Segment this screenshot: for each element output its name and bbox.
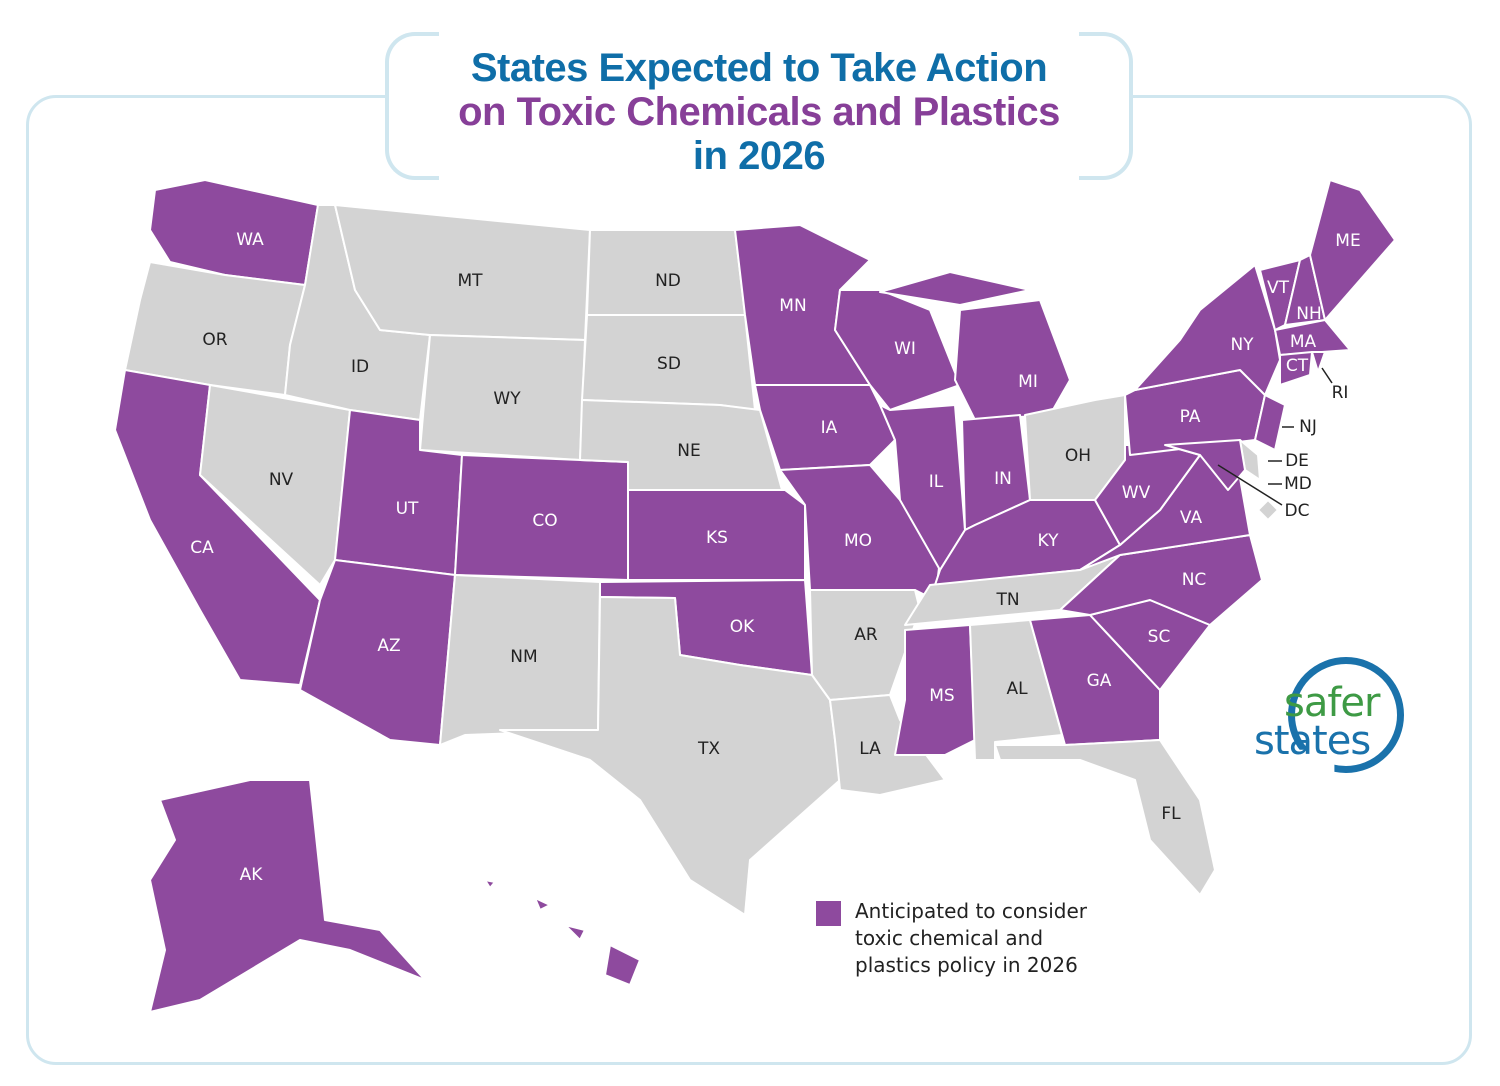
- state-label-me: ME: [1335, 231, 1360, 251]
- state-label-nm: NM: [510, 647, 537, 667]
- title-line-2: on Toxic Chemicals and Plastics: [458, 90, 1060, 134]
- state-label-ks: KS: [706, 528, 728, 548]
- state-label-wa: WA: [236, 230, 264, 250]
- state-label-ca: CA: [190, 538, 214, 558]
- state-ri[interactable]: [1311, 351, 1326, 373]
- state-label-ut: UT: [396, 499, 419, 519]
- state-label-nv: NV: [269, 470, 294, 490]
- state-label-ri: RI: [1332, 383, 1349, 403]
- logo-word-safer: safer: [1284, 680, 1380, 726]
- state-label-pa: PA: [1180, 407, 1201, 427]
- title-box: States Expected to Take Action on Toxic …: [385, 32, 1133, 180]
- state-label-de: DE: [1285, 451, 1309, 471]
- title-bracket-right: [1079, 32, 1133, 180]
- state-nv[interactable]: [199, 384, 351, 586]
- state-ct[interactable]: [1279, 351, 1313, 386]
- state-label-mn: MN: [779, 296, 806, 316]
- state-label-tx: TX: [697, 739, 720, 759]
- state-label-wv: WV: [1122, 483, 1151, 503]
- state-label-ny: NY: [1230, 335, 1254, 355]
- state-la[interactable]: [829, 694, 946, 796]
- state-label-oh: OH: [1065, 446, 1091, 466]
- state-label-ga: GA: [1087, 671, 1112, 691]
- state-hi[interactable]: [564, 924, 586, 941]
- state-label-nd: ND: [655, 271, 681, 291]
- state-hi[interactable]: [534, 897, 551, 911]
- logo-word-states: states: [1254, 718, 1371, 764]
- state-label-wi: WI: [894, 339, 916, 359]
- state-label-id: ID: [351, 357, 369, 377]
- state-label-mt: MT: [457, 271, 483, 291]
- leader-line-ri: [1321, 367, 1333, 384]
- leader-line-dc: [1217, 464, 1283, 506]
- legend: Anticipated to consider toxic chemical a…: [816, 898, 1115, 979]
- state-label-md: MD: [1284, 474, 1312, 494]
- state-mi[interactable]: [879, 271, 1031, 306]
- state-ga[interactable]: [1029, 614, 1161, 746]
- state-label-wy: WY: [493, 389, 521, 409]
- state-label-sd: SD: [657, 354, 681, 374]
- state-ak[interactable]: [149, 779, 426, 1013]
- state-label-hi: HI: [578, 955, 596, 975]
- state-mi[interactable]: [954, 299, 1071, 421]
- state-label-ma: MA: [1290, 332, 1317, 352]
- state-md[interactable]: [1164, 439, 1246, 491]
- state-label-nh: NH: [1296, 304, 1322, 324]
- state-label-ct: CT: [1286, 356, 1309, 376]
- state-nj[interactable]: [1254, 394, 1286, 451]
- state-label-in: IN: [994, 469, 1012, 489]
- state-label-mi: MI: [1018, 372, 1038, 392]
- state-label-ok: OK: [730, 617, 755, 637]
- state-label-al: AL: [1006, 679, 1028, 699]
- state-label-co: CO: [532, 511, 557, 531]
- state-label-az: AZ: [377, 636, 400, 656]
- legend-swatch: [816, 901, 841, 926]
- state-ma[interactable]: [1274, 319, 1351, 356]
- title-bracket-left: [385, 32, 439, 180]
- title-line-1: States Expected to Take Action: [470, 46, 1048, 90]
- state-label-ar: AR: [854, 625, 878, 645]
- state-label-or: OR: [202, 330, 227, 350]
- state-hi[interactable]: [604, 944, 641, 986]
- state-hi[interactable]: [484, 879, 496, 889]
- title-line-3: in 2026: [692, 134, 826, 178]
- state-label-tn: TN: [995, 590, 1019, 610]
- state-label-ia: IA: [821, 418, 838, 438]
- state-label-vt: VT: [1267, 278, 1290, 298]
- state-label-ne: NE: [677, 441, 700, 461]
- state-fl[interactable]: [994, 739, 1216, 896]
- state-tx[interactable]: [499, 596, 841, 916]
- page-title: States Expected to Take Action on Toxic …: [385, 46, 1133, 178]
- state-label-dc: DC: [1285, 501, 1310, 521]
- state-label-fl: FL: [1161, 804, 1181, 824]
- state-label-nj: NJ: [1299, 417, 1317, 437]
- state-label-mo: MO: [844, 531, 872, 551]
- state-label-la: LA: [859, 739, 881, 759]
- state-label-sc: SC: [1148, 627, 1171, 647]
- state-label-il: IL: [929, 472, 944, 492]
- state-label-va: VA: [1180, 508, 1203, 528]
- state-me[interactable]: [1309, 179, 1396, 321]
- state-ny[interactable]: [1134, 264, 1281, 396]
- legend-label: Anticipated to consider toxic chemical a…: [855, 899, 1088, 977]
- safer-states-logo: safer states: [1250, 655, 1420, 785]
- state-label-ak: AK: [240, 865, 264, 885]
- state-ks[interactable]: [627, 489, 806, 581]
- state-ar[interactable]: [809, 589, 921, 701]
- state-label-ky: KY: [1038, 531, 1060, 551]
- state-label-ms: MS: [929, 686, 954, 706]
- state-dc[interactable]: [1257, 499, 1279, 521]
- logo-ring: [1288, 657, 1404, 773]
- state-label-nc: NC: [1182, 570, 1207, 590]
- state-il[interactable]: [879, 404, 966, 571]
